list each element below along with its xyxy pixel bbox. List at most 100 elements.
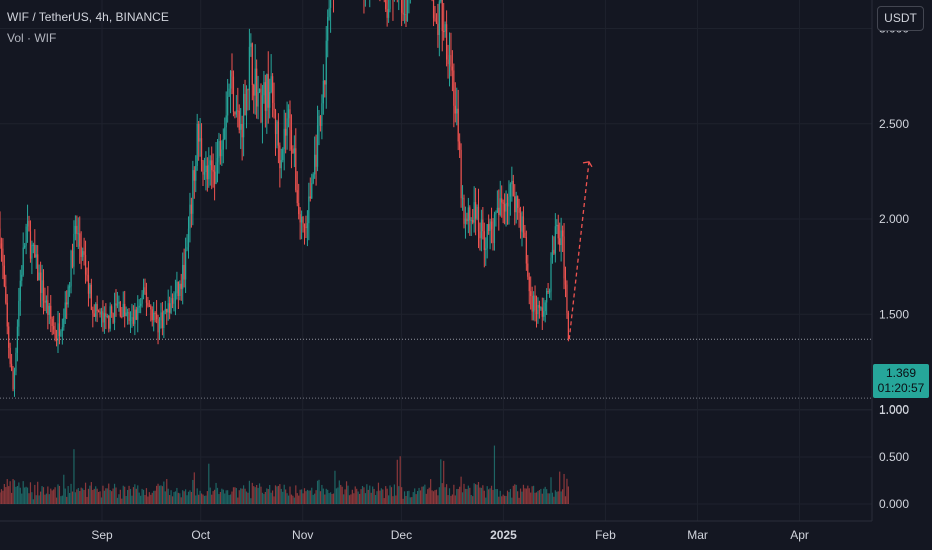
volume-bar xyxy=(434,490,436,504)
candle-body xyxy=(250,43,252,47)
candle-body xyxy=(550,257,552,292)
volume-bar xyxy=(57,484,59,504)
candle-body xyxy=(485,248,487,250)
candle-body xyxy=(138,305,140,308)
volume-bar xyxy=(347,485,349,504)
volume-bar xyxy=(186,495,188,504)
volume-bar xyxy=(311,487,313,504)
volume-bar xyxy=(296,493,298,504)
volume-bar xyxy=(419,490,422,504)
candle-body xyxy=(282,149,284,161)
candle-body xyxy=(119,301,121,317)
volume-bar xyxy=(316,480,319,504)
candle-body xyxy=(330,0,332,8)
volume-bar xyxy=(134,484,136,504)
candle-body xyxy=(170,298,172,313)
volume-bar xyxy=(112,488,114,504)
volume-bar xyxy=(345,481,348,504)
candle-body xyxy=(461,197,464,199)
volume-bar xyxy=(289,486,291,504)
candle-body xyxy=(224,127,226,139)
volume-bar xyxy=(430,479,432,504)
volume-bar xyxy=(273,496,275,504)
time-axis[interactable]: Sep Oct Nov Dec 2025 Feb Mar Apr xyxy=(91,528,809,542)
candle-body xyxy=(315,154,317,167)
candle-body xyxy=(102,311,104,323)
candle-body xyxy=(243,93,245,138)
candle-body xyxy=(3,265,5,287)
volume-bar xyxy=(318,479,320,504)
volume-bar xyxy=(272,490,274,504)
volume-bar xyxy=(328,493,330,504)
candle-body xyxy=(240,124,242,130)
last-price-tag: 1.369 01:20:57 xyxy=(873,364,929,398)
candle-body xyxy=(166,308,168,313)
candle-body xyxy=(124,303,126,317)
candle-body xyxy=(292,149,294,154)
candle-body xyxy=(493,214,496,243)
candle-body xyxy=(473,202,475,223)
candle-body xyxy=(116,303,119,306)
candle-body xyxy=(193,170,195,181)
volume-bar xyxy=(195,495,197,504)
candle-body xyxy=(554,226,556,254)
volume-legend[interactable]: Vol · WIF xyxy=(7,31,57,45)
volume-bar xyxy=(377,482,380,504)
candle-body xyxy=(287,109,290,119)
candle-body xyxy=(163,311,165,328)
candle-body xyxy=(15,352,17,372)
candle-body xyxy=(511,180,513,185)
candle-body xyxy=(306,223,308,229)
candle-body xyxy=(563,236,565,279)
candle-body xyxy=(80,246,82,257)
volume-bar xyxy=(109,490,111,504)
candle-body xyxy=(12,370,14,390)
candle-body xyxy=(437,23,439,36)
volume-bar xyxy=(231,491,233,504)
volume-bar xyxy=(486,486,488,504)
candle-body xyxy=(106,315,108,317)
volume-bar xyxy=(361,485,364,504)
volume-bar xyxy=(9,481,11,504)
volume-bar xyxy=(8,486,10,504)
volume-bar xyxy=(164,491,166,504)
volume-bar xyxy=(312,494,314,504)
candle-body xyxy=(530,291,532,297)
candle-body xyxy=(160,312,162,321)
volume-bar xyxy=(522,484,525,504)
currency-button[interactable]: USDT xyxy=(877,6,924,31)
candle-body xyxy=(115,303,117,306)
candle-body xyxy=(182,264,184,289)
candle-body xyxy=(538,304,540,308)
volume-bar xyxy=(428,487,430,504)
volume-bar xyxy=(501,496,503,504)
candle-body xyxy=(61,327,63,332)
volume-bar xyxy=(76,489,78,504)
volume-bar xyxy=(517,491,519,504)
volume-bar xyxy=(554,490,556,504)
candle-body xyxy=(547,290,549,292)
volume-bar xyxy=(183,491,185,504)
candle-body xyxy=(488,224,490,231)
candle-body xyxy=(548,291,551,293)
volume-bar xyxy=(479,487,481,504)
candle-body xyxy=(321,103,323,127)
volume-bar xyxy=(285,489,287,504)
candle-body xyxy=(144,287,146,293)
volume-bar xyxy=(73,449,75,504)
candle-body xyxy=(16,326,18,353)
symbol-title[interactable]: WIF / TetherUS, 4h, BINANCE xyxy=(7,10,169,24)
volume-bar xyxy=(337,487,339,504)
candle-body xyxy=(540,307,542,309)
volume-bar xyxy=(47,486,49,504)
candle-body xyxy=(312,174,314,184)
volume-bar xyxy=(129,488,132,504)
volume-bar xyxy=(467,485,469,504)
volume-bar xyxy=(282,491,284,504)
volume-bar xyxy=(247,492,249,504)
candle-body xyxy=(295,148,297,191)
candle-body xyxy=(454,105,456,114)
volume-bars xyxy=(0,445,569,504)
